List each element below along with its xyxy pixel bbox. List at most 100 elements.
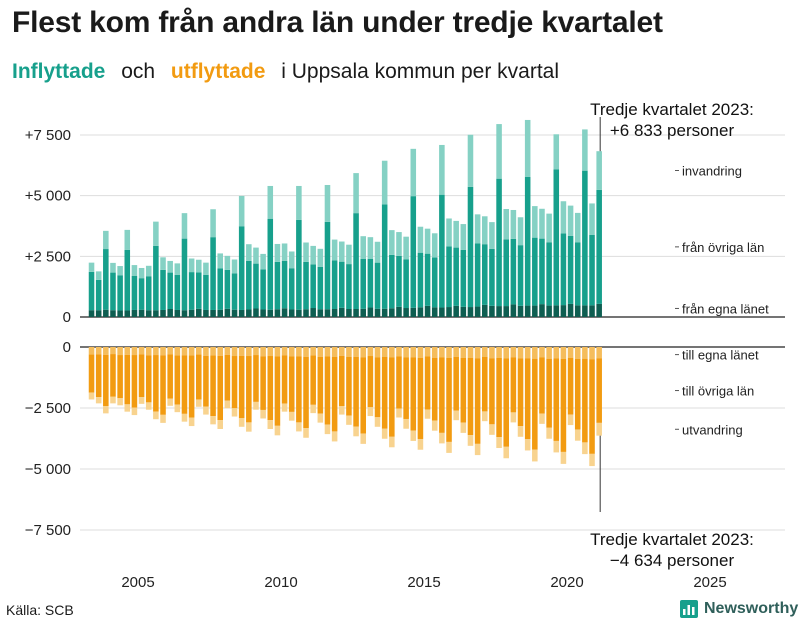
bar-ut-ovriga bbox=[403, 357, 409, 419]
bar-ut-egna bbox=[260, 347, 266, 357]
bar-ut-utvandring bbox=[188, 417, 195, 427]
series-label-fran_ovriga_lan: från övriga län bbox=[682, 240, 764, 255]
bar-ut-ovriga bbox=[231, 356, 238, 409]
bar-in-ovriga bbox=[596, 189, 602, 304]
bar-ut-utvandring bbox=[532, 449, 538, 462]
bar-in-invandring bbox=[167, 260, 173, 273]
newsworthy-logo[interactable]: Newsworthy bbox=[680, 600, 798, 618]
bar-ut-ovriga bbox=[260, 356, 266, 410]
bar-ut-utvandring bbox=[117, 398, 123, 406]
bar-ut-utvandring bbox=[288, 411, 295, 421]
bar-ut-ovriga bbox=[138, 354, 145, 398]
bar-ut-egna bbox=[346, 347, 352, 358]
subtitle-rest: i Uppsala kommun per kvartal bbox=[281, 60, 560, 83]
bar-ut-ovriga bbox=[503, 358, 509, 447]
bar-in-ovriga bbox=[260, 269, 266, 310]
bar-ut-egna bbox=[381, 347, 388, 358]
bar-ut-egna bbox=[310, 347, 316, 356]
bar-in-invandring bbox=[331, 239, 338, 261]
bar-in-ovriga bbox=[474, 243, 481, 307]
bar-in-egna bbox=[381, 308, 388, 317]
bar-ut-ovriga bbox=[246, 356, 252, 423]
bar-ut-egna bbox=[403, 347, 409, 358]
bar-ut-egna bbox=[417, 347, 424, 358]
bar-in-ovriga bbox=[532, 237, 538, 306]
subtitle-utflyttade: utflyttade bbox=[170, 60, 266, 83]
bar-in-egna bbox=[224, 308, 231, 317]
bar-in-egna bbox=[482, 304, 488, 317]
bar-in-ovriga bbox=[110, 272, 116, 311]
bar-in-ovriga bbox=[431, 257, 438, 308]
bar-ut-egna bbox=[238, 347, 245, 356]
bar-in-invandring bbox=[546, 213, 552, 243]
bar-in-invandring bbox=[224, 255, 231, 270]
bar-in-ovriga bbox=[589, 234, 595, 306]
bar-ut-ovriga bbox=[117, 355, 123, 399]
bar-ut-utvandring bbox=[582, 442, 588, 455]
bar-ut-utvandring bbox=[260, 409, 266, 419]
bar-in-egna bbox=[360, 308, 366, 317]
bar-ut-ovriga bbox=[210, 355, 216, 417]
series-label-till_egna_lanet: till egna länet bbox=[682, 348, 759, 363]
bar-in-ovriga bbox=[396, 255, 402, 307]
bar-ut-egna bbox=[482, 347, 488, 358]
bar-in-ovriga bbox=[174, 274, 181, 310]
bar-ut-ovriga bbox=[124, 354, 131, 405]
bar-ut-ovriga bbox=[253, 355, 259, 402]
bar-in-ovriga bbox=[574, 242, 581, 306]
bar-in-egna bbox=[231, 309, 238, 317]
bar-in-egna bbox=[410, 307, 417, 317]
bar-in-invandring bbox=[460, 224, 467, 250]
bar-ut-egna bbox=[217, 347, 223, 356]
bar-ut-ovriga bbox=[331, 357, 338, 432]
bar-in-ovriga bbox=[145, 276, 152, 311]
bar-ut-ovriga bbox=[281, 355, 288, 404]
bar-ut-utvandring bbox=[489, 424, 495, 435]
bar-ut-utvandring bbox=[253, 401, 259, 410]
y-tick-label: +7 500 bbox=[25, 127, 71, 144]
bar-ut-ovriga bbox=[303, 356, 309, 429]
bar-in-invandring bbox=[482, 216, 488, 245]
bar-in-ovriga bbox=[346, 264, 352, 309]
bar-in-invandring bbox=[367, 237, 374, 260]
bar-in-egna bbox=[374, 308, 381, 317]
bar-in-invandring bbox=[431, 233, 438, 258]
bar-in-egna bbox=[303, 309, 309, 317]
bar-ut-ovriga bbox=[353, 356, 359, 427]
bar-ut-utvandring bbox=[431, 420, 438, 431]
bar-in-invandring bbox=[196, 259, 202, 273]
bar-ut-egna bbox=[324, 347, 331, 357]
bar-in-invandring bbox=[174, 263, 181, 275]
bar-ut-ovriga bbox=[267, 356, 274, 421]
bar-ut-ovriga bbox=[131, 355, 138, 408]
bar-ut-utvandring bbox=[546, 427, 552, 439]
bar-in-ovriga bbox=[203, 274, 209, 310]
bar-in-invandring bbox=[532, 206, 538, 238]
bar-in-invandring bbox=[510, 209, 517, 239]
bar-ut-utvandring bbox=[374, 417, 381, 427]
bar-in-invandring bbox=[503, 209, 509, 240]
bar-ut-utvandring bbox=[339, 406, 345, 415]
bar-in-ovriga bbox=[95, 279, 102, 311]
bar-ut-ovriga bbox=[224, 354, 231, 401]
bar-ut-egna bbox=[396, 347, 402, 357]
bar-in-invandring bbox=[596, 151, 602, 190]
bar-in-egna bbox=[110, 310, 116, 317]
bar-in-egna bbox=[188, 309, 195, 317]
bar-ut-utvandring bbox=[124, 404, 131, 412]
x-tick-label: 2020 bbox=[550, 574, 583, 591]
bar-in-invandring bbox=[417, 226, 424, 253]
bar-in-invandring bbox=[446, 218, 452, 247]
bar-in-invandring bbox=[95, 271, 102, 280]
x-axis-labels: 2005 2010 2015 2020 2025 bbox=[121, 574, 726, 591]
bar-ut-egna bbox=[281, 347, 288, 356]
bar-ut-egna bbox=[410, 347, 417, 358]
bar-in-ovriga bbox=[339, 261, 345, 308]
bar-in-invandring bbox=[138, 267, 145, 279]
bar-in-egna bbox=[439, 307, 445, 317]
bar-in-egna bbox=[238, 309, 245, 317]
bar-in-egna bbox=[353, 308, 359, 317]
bar-in-invandring bbox=[410, 148, 417, 197]
bar-in-invandring bbox=[253, 247, 259, 264]
